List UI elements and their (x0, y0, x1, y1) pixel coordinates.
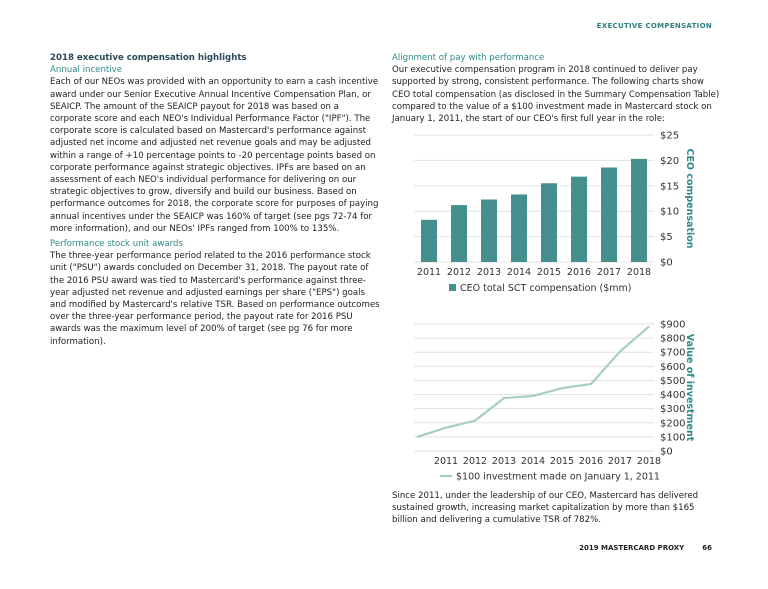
investment-value-line-chart: $0 $100 $200 $300 $400 $500 $600 $700 $800 $900 20… (414, 320, 695, 483)
bar-2012 (451, 205, 467, 262)
right-column: Alignment of pay with performance Our ex… (392, 52, 722, 125)
x-tick-label: 2013 (477, 267, 501, 278)
x-tick-label: 2015 (537, 267, 561, 278)
left-column: 2018 executive compensation highlights A… (50, 52, 380, 348)
bar-2013 (481, 199, 497, 262)
y-tick-label: $900 (660, 320, 685, 331)
footer-title: 2019 MASTERCARD PROXY (579, 544, 685, 552)
x-tick-label: 2011 (417, 267, 441, 278)
footer: 2019 MASTERCARD PROXY 66 (561, 544, 712, 552)
y-tick-label: $200 (660, 418, 685, 429)
bar-2018 (631, 158, 647, 262)
x-tick-label: 2017 (608, 456, 632, 467)
alignment-text: Our executive compensation program in 20… (392, 65, 720, 125)
y-tick-label: $700 (660, 348, 685, 359)
tsr-summary-text: Since 2011, under the leadership of our … (392, 491, 699, 526)
x-tick-label: 2012 (463, 456, 487, 467)
y-tick-label: $800 (660, 334, 685, 345)
y-tick-label: $0 (660, 447, 673, 458)
x-tick-label: 2017 (597, 267, 621, 278)
bar-2017 (601, 167, 617, 262)
ceo-compensation-bar-chart: $0 $5 $10 $15 $20 $25 2011 2012 2013 2014 2015 2016… (414, 131, 695, 294)
highlights-title: 2018 executive compensation highlights (50, 53, 247, 63)
y-tick-label: $400 (660, 390, 685, 401)
y-tick-label: $500 (660, 376, 685, 387)
bar-2014 (511, 194, 527, 262)
x-tick-label: 2016 (567, 267, 591, 278)
y-tick-label: $25 (660, 131, 679, 142)
x-tick-label: 2016 (579, 456, 603, 467)
y-axis-title: Value of investment (684, 334, 695, 442)
legend-label: CEO total SCT compensation ($mm) (460, 283, 632, 294)
y-tick-label: $300 (660, 404, 685, 415)
x-tick-label: 2011 (434, 456, 458, 467)
y-tick-label: $0 (660, 258, 673, 269)
x-tick-label: 2013 (492, 456, 516, 467)
alignment-heading: Alignment of pay with performance (392, 53, 545, 63)
x-tick-label: 2012 (447, 267, 471, 278)
y-tick-label: $20 (660, 156, 679, 167)
y-tick-label: $10 (660, 207, 679, 218)
x-tick-label: 2015 (550, 456, 574, 467)
bar-2016 (571, 176, 587, 262)
psu-heading: Performance stock unit awards (50, 239, 183, 250)
x-tick-label: 2014 (521, 456, 545, 467)
bar-2011 (421, 219, 437, 262)
legend-label: $100 investment made on January 1, 2011 (456, 472, 660, 483)
y-tick-label: $100 (660, 432, 685, 443)
page-number: 66 (702, 544, 712, 552)
y-tick-label: $600 (660, 362, 685, 373)
x-tick-label: 2018 (627, 267, 651, 278)
x-tick-label: 2018 (637, 456, 661, 467)
annual-incentive-text: Each of our NEOs was provided with an op… (50, 77, 379, 234)
y-tick-label: $15 (660, 181, 679, 192)
investment-line (416, 325, 650, 438)
y-tick-label: $5 (660, 232, 673, 243)
x-tick-label: 2014 (507, 267, 531, 278)
psu-text: The three-year performance period relate… (50, 251, 380, 347)
bar-2015 (541, 183, 557, 262)
y-axis-title: CEO compensation (684, 148, 695, 248)
annual-incentive-heading: Annual incentive (50, 65, 123, 76)
legend-swatch (449, 284, 456, 291)
section-header: EXECUTIVE COMPENSATION (596, 22, 712, 30)
